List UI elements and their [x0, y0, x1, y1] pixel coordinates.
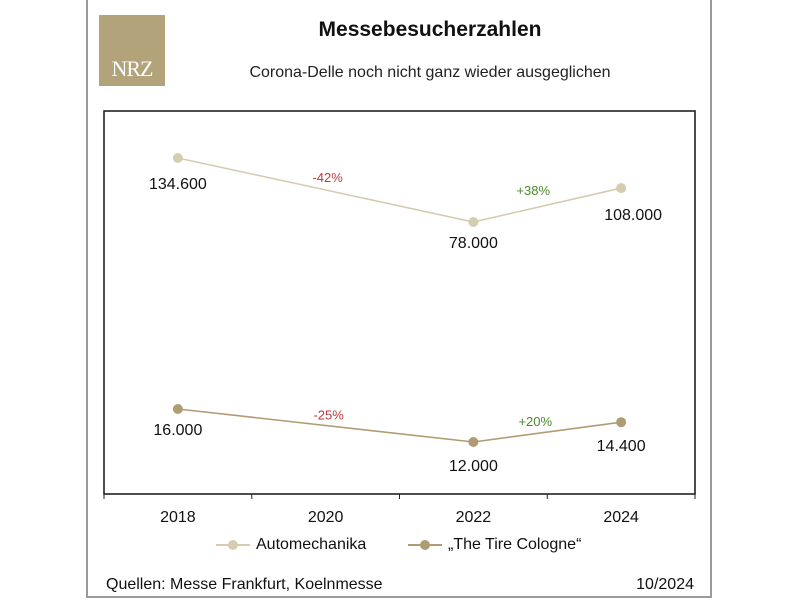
x-axis: 2018 2020 2022 2024: [103, 494, 696, 526]
x-tick-label: 2022: [456, 509, 492, 526]
series-layer: 134.600 78.000 108.000 -42% +38% 16.000 12.000…: [149, 153, 662, 475]
change-annotation: +38%: [516, 183, 550, 198]
chart-title: Messebesucherzahlen: [318, 18, 542, 41]
date-note: 10/2024: [636, 576, 694, 593]
data-label: 12.000: [449, 458, 498, 475]
change-annotation: +20%: [518, 414, 552, 429]
nrz-logo: NRZ: [99, 15, 165, 86]
change-annotation: -42%: [312, 170, 343, 185]
x-tick-label: 2024: [603, 509, 639, 526]
chart-subtitle: Corona-Delle noch nicht ganz wieder ausg…: [249, 64, 611, 81]
x-tick-label: 2020: [308, 509, 344, 526]
data-point: [468, 437, 479, 447]
legend-label: Automechanika: [256, 536, 367, 553]
x-tick-label: 2018: [160, 509, 196, 526]
data-point: [616, 183, 627, 194]
data-label: 134.600: [149, 176, 207, 193]
data-point: [468, 217, 479, 227]
change-annotation: -25%: [313, 408, 344, 423]
legend-item-tire-cologne: „The Tire Cologne“: [408, 536, 581, 554]
data-point: [172, 404, 183, 414]
logo-text: NRZ: [112, 56, 154, 81]
data-label: 16.000: [153, 422, 202, 439]
data-point: [616, 417, 627, 428]
source-note: Quellen: Messe Frankfurt, Koelnmesse: [106, 576, 383, 593]
legend-swatch: [408, 538, 442, 552]
legend-swatch: [216, 538, 250, 552]
legend-label: „The Tire Cologne“: [448, 536, 582, 553]
data-point: [172, 153, 183, 163]
logo-mark: NRZ: [112, 56, 155, 81]
data-label: 14.400: [597, 438, 646, 455]
data-label: 78.000: [449, 235, 498, 252]
series-line: [177, 408, 622, 443]
series-line: [177, 157, 622, 223]
chart-frame: [86, 0, 712, 598]
legend-item-automechanika: Automechanika: [216, 536, 366, 554]
data-label: 108.000: [604, 207, 662, 224]
